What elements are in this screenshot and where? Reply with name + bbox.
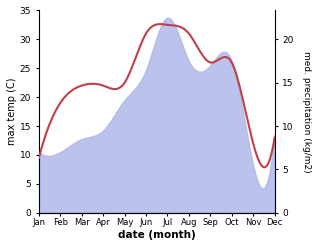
Y-axis label: med. precipitation (kg/m2): med. precipitation (kg/m2)	[302, 51, 311, 172]
X-axis label: date (month): date (month)	[118, 230, 196, 240]
Y-axis label: max temp (C): max temp (C)	[7, 78, 17, 145]
